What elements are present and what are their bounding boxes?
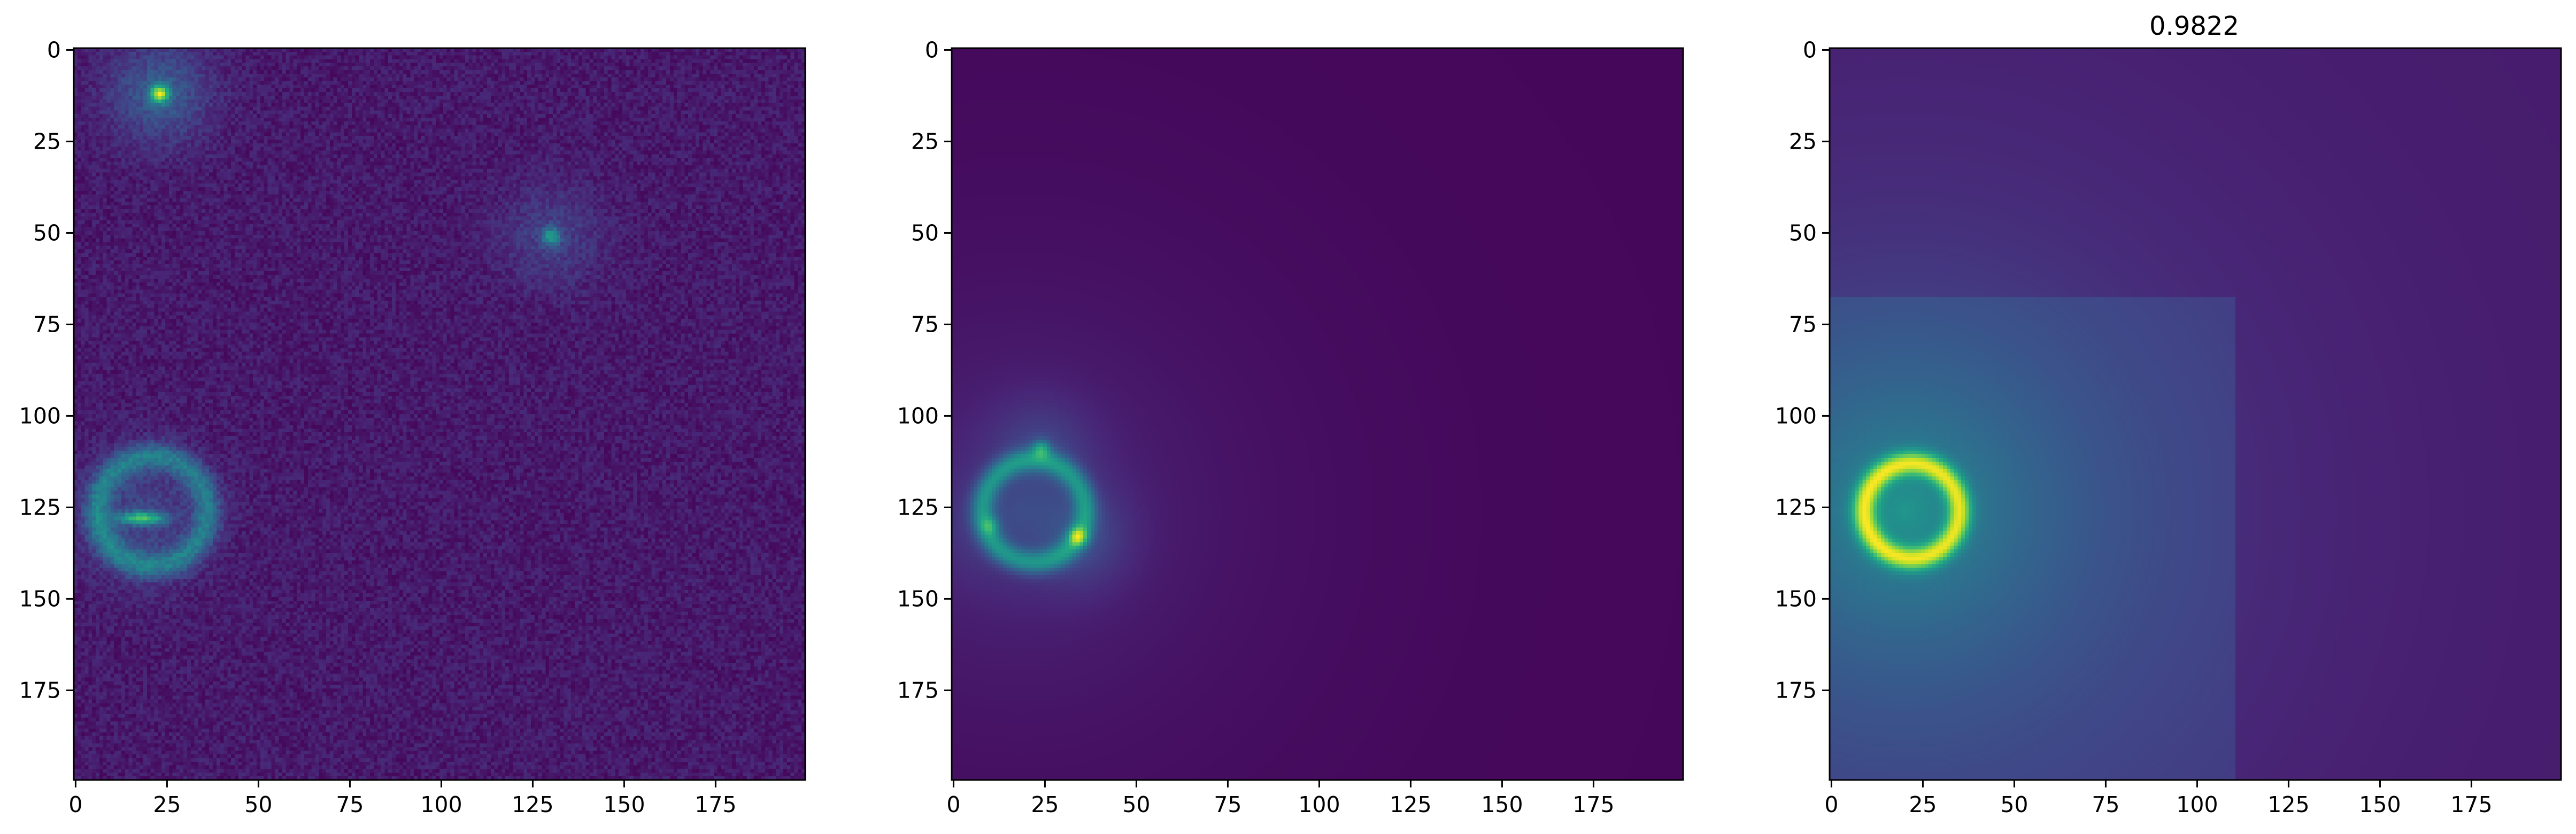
panel-1-xtick-label: 25 <box>153 792 181 817</box>
panel-3-ytick-label: 75 <box>1789 311 1817 337</box>
panel-3-xtick-label: 25 <box>1909 792 1937 817</box>
panel-1-ytick-label: 150 <box>19 586 61 611</box>
panel-2-xtick-label: 0 <box>946 792 960 817</box>
panel-2-ytick-label: 25 <box>911 128 939 154</box>
panel-1-xtick-label: 75 <box>336 792 364 817</box>
panel-3-yticks: 0 25 50 75 100 125 150 175 <box>1775 37 1830 703</box>
panel-3-ytick-label: 150 <box>1775 586 1817 611</box>
panel-2-frame <box>951 47 1684 781</box>
panel-3-frame <box>1829 47 2562 781</box>
panel-1: 0 25 50 75 100 125 150 175 0 25 50 75 100 125 150 175 <box>19 37 806 817</box>
panel-3-ytick-label: 175 <box>1775 677 1817 703</box>
panel-1-xticks: 0 25 50 75 100 125 150 175 <box>68 780 737 817</box>
panel-3-ytick-label: 125 <box>1775 494 1817 520</box>
panel-2-xtick-label: 75 <box>1214 792 1241 817</box>
panel-2-ytick-label: 150 <box>897 586 939 611</box>
panel-3-xticks: 0 25 50 75 100 125 150 175 <box>1824 780 2493 817</box>
panel-1-xtick-label: 100 <box>420 792 462 817</box>
panel-3: 0.9822 0 25 50 75 100 125 150 175 0 25 50 75 100 125… <box>1775 11 2562 817</box>
panel-2-ytick-label: 0 <box>925 37 939 63</box>
panel-3-ytick-label: 25 <box>1789 128 1817 154</box>
panel-2-ytick-label: 100 <box>897 403 939 429</box>
panel-1-xtick-label: 125 <box>512 792 553 817</box>
panel-3-xtick-label: 125 <box>2268 792 2309 817</box>
panel-3-xtick-label: 75 <box>2092 792 2119 817</box>
panel-3-xtick-label: 100 <box>2176 792 2218 817</box>
panel-2-xtick-label: 100 <box>1298 792 1340 817</box>
panel-2-xtick-label: 125 <box>1390 792 1431 817</box>
panel-2-xtick-label: 25 <box>1031 792 1059 817</box>
panel-1-xtick-label: 50 <box>244 792 272 817</box>
panel-2-xtick-label: 175 <box>1572 792 1614 817</box>
panel-3-xtick-label: 150 <box>2359 792 2401 817</box>
panel-2-xtick-label: 50 <box>1122 792 1150 817</box>
panel-1-image <box>74 48 805 780</box>
panel-2-ytick-label: 50 <box>911 220 939 246</box>
panel-1-ytick-label: 25 <box>33 128 61 154</box>
panel-1-ytick-label: 125 <box>19 494 61 520</box>
panel-2-ytick-label: 75 <box>911 311 939 337</box>
panel-1-xtick-label: 150 <box>603 792 645 817</box>
panel-2-xtick-label: 150 <box>1481 792 1523 817</box>
panel-2-ytick-label: 175 <box>897 677 939 703</box>
panel-1-ytick-label: 175 <box>19 677 61 703</box>
panel-3-xtick-label: 50 <box>2000 792 2028 817</box>
panel-1-xtick-label: 0 <box>68 792 82 817</box>
panel-1-xtick-label: 175 <box>695 792 736 817</box>
panel-3-title: 0.9822 <box>2149 11 2239 41</box>
panel-1-ytick-label: 75 <box>33 311 61 337</box>
panel-3-ytick-label: 0 <box>1803 37 1817 63</box>
panel-3-ytick-label: 100 <box>1775 403 1817 429</box>
panel-1-ytick-label: 0 <box>47 37 61 63</box>
panel-1-frame <box>73 47 806 781</box>
panel-1-ytick-label: 50 <box>33 220 61 246</box>
panel-1-ytick-label: 100 <box>19 403 61 429</box>
panel-1-yticks: 0 25 50 75 100 125 150 175 <box>19 37 74 703</box>
panel-2-image <box>952 48 1683 780</box>
panel-3-image <box>1830 48 2561 780</box>
panel-3-xtick-label: 0 <box>1824 792 1838 817</box>
panel-3-ytick-label: 50 <box>1789 220 1817 246</box>
panel-3-xtick-label: 175 <box>2450 792 2492 817</box>
panel-2-ytick-label: 125 <box>897 494 939 520</box>
panel-2-yticks: 0 25 50 75 100 125 150 175 <box>897 37 952 703</box>
panel-2: 0 25 50 75 100 125 150 175 0 25 50 75 100 125 150 175 <box>897 37 1684 817</box>
panel-2-xticks: 0 25 50 75 100 125 150 175 <box>946 780 1615 817</box>
